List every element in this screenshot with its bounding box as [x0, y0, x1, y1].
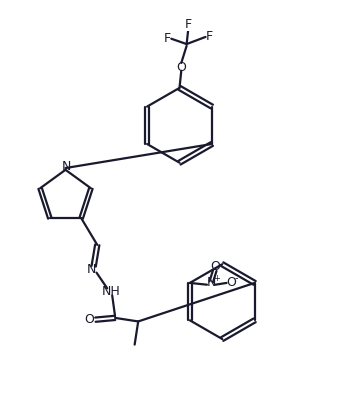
Text: F: F	[163, 32, 171, 45]
Text: O: O	[210, 260, 220, 273]
Text: -: -	[235, 273, 238, 283]
Text: O: O	[176, 61, 186, 74]
Text: O: O	[84, 313, 94, 326]
Text: N: N	[62, 161, 71, 173]
Text: O: O	[226, 276, 236, 289]
Text: NH: NH	[102, 285, 121, 298]
Text: F: F	[206, 31, 213, 43]
Text: N: N	[87, 263, 97, 276]
Text: +: +	[214, 274, 220, 283]
Text: N: N	[206, 276, 216, 289]
Text: F: F	[185, 18, 192, 31]
